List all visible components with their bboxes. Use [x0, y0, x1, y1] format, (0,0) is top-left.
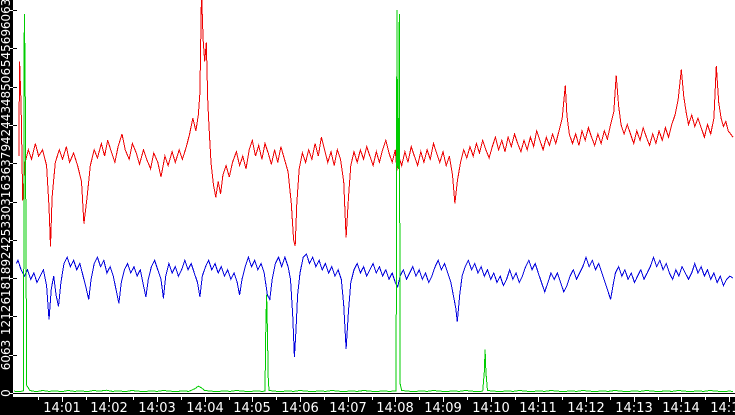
x-minor-tick-mark [658, 397, 659, 400]
x-minor-tick-mark [419, 397, 420, 400]
x-minor-tick-mark [515, 397, 516, 400]
x-axis-tick-label: 14:08 [376, 401, 414, 415]
x-axis-tick-label: 14:01 [43, 401, 81, 415]
y-axis-tick-label: 24253 [0, 220, 13, 260]
x-axis-tick-label: 14:06 [281, 401, 319, 415]
x-axis-tick-label: 14:11 [519, 401, 557, 415]
x-tick-mark [586, 397, 587, 402]
x-axis-tick-label: 14:02 [90, 401, 128, 415]
x-minor-tick-mark [324, 397, 325, 400]
y-tick-mark [9, 48, 13, 49]
x-axis-tick-label: 14:09 [424, 401, 462, 415]
x-tick-mark [157, 397, 158, 402]
chart-plot-area [13, 0, 735, 397]
x-minor-tick-mark [86, 397, 87, 400]
y-axis-tick-label: 6063 [0, 339, 13, 371]
x-axis-tick-label: 14:04 [186, 401, 224, 415]
x-axis: 14:01 14:02 14:03 14:04 14:05 14:06 14:07 14:08… [0, 397, 735, 415]
y-tick-mark [9, 316, 13, 317]
x-tick-mark [729, 397, 730, 402]
x-tick-mark [634, 397, 635, 402]
x-tick-mark [205, 397, 206, 402]
y-tick-mark [9, 202, 13, 203]
x-minor-tick-mark [705, 397, 706, 400]
x-tick-mark [395, 397, 396, 402]
x-minor-tick-mark [38, 397, 39, 400]
y-axis-tick-label: 54569 [0, 28, 13, 68]
x-minor-tick-mark [372, 397, 373, 400]
x-minor-tick-mark [276, 397, 277, 400]
blue-series-line [15, 253, 734, 358]
y-axis-tick-label: 12126 [0, 296, 13, 336]
x-minor-tick-mark [562, 397, 563, 400]
x-axis-tick-label: 14:12 [567, 401, 605, 415]
x-axis-tick-label: 14:05 [233, 401, 271, 415]
x-tick-mark [491, 397, 492, 402]
x-tick-mark [109, 397, 110, 402]
y-tick-mark [9, 163, 13, 164]
x-tick-mark [300, 397, 301, 402]
x-axis-tick-label: 14:15 [710, 401, 735, 415]
x-tick-mark [681, 397, 682, 402]
y-axis [0, 0, 13, 397]
x-tick-mark [538, 397, 539, 402]
x-axis-tick-label: 14:07 [329, 401, 367, 415]
y-tick-mark [9, 125, 13, 126]
y-tick-mark [9, 393, 13, 394]
x-minor-tick-mark [181, 397, 182, 400]
x-tick-mark [62, 397, 63, 402]
y-axis-tick-label: 42443 [0, 105, 13, 145]
y-axis-tick-label: 30316 [0, 182, 13, 222]
x-tick-mark [443, 397, 444, 402]
x-minor-tick-mark [610, 397, 611, 400]
y-axis-tick-label: 0 [0, 389, 13, 397]
x-axis-tick-label: 14:13 [615, 401, 653, 415]
plot-svg [13, 0, 735, 394]
x-axis-tick-label: 14:14 [662, 401, 700, 415]
x-minor-tick-mark [229, 397, 230, 400]
x-tick-mark [348, 397, 349, 402]
x-axis-tick-label: 14:10 [472, 401, 510, 415]
y-tick-mark [9, 278, 13, 279]
red-series-line [18, 0, 734, 247]
y-axis-tick-label: 60633 [0, 0, 13, 30]
y-tick-mark [9, 355, 13, 356]
y-axis-tick-label: 18189 [0, 258, 13, 298]
y-tick-mark [9, 10, 13, 11]
y-tick-mark [9, 87, 13, 88]
x-axis-tick-label: 14:03 [138, 401, 176, 415]
x-minor-tick-mark [467, 397, 468, 400]
y-tick-mark [9, 240, 13, 241]
x-minor-tick-mark [133, 397, 134, 400]
y-axis-tick-label: 48506 [0, 67, 13, 107]
y-axis-tick-label: 36379 [0, 143, 13, 183]
green-series-line [13, 10, 734, 393]
x-tick-mark [252, 397, 253, 402]
